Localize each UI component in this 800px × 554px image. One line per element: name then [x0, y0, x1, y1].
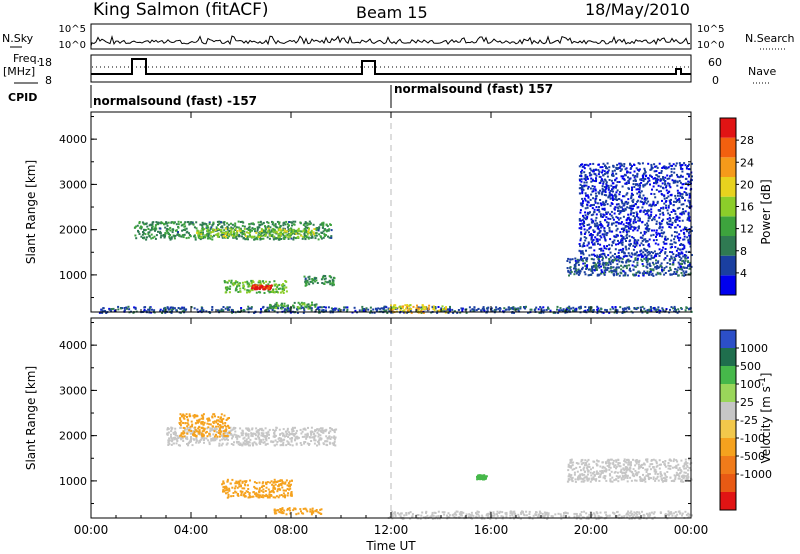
- power-colorbar-tick: 20: [740, 178, 754, 191]
- cpid-segment-1: normalsound (fast) -157: [93, 94, 257, 108]
- velocity-ylabel: Slant Range [km]: [24, 366, 38, 470]
- power-colorbar: 4 8 12 16 20 24 28: [719, 117, 754, 296]
- heatmap-region: [133, 220, 333, 241]
- y-tick-label: 3000: [59, 178, 87, 191]
- velocity-colorbar-tick: 1000: [740, 342, 768, 355]
- heatmap-region: [196, 227, 316, 239]
- nave-tick-high: 60: [708, 56, 722, 69]
- power-colorbar-segment: [720, 118, 736, 138]
- velocity-colorbar: 1000 500 100 25 -25 -100 -500 -1000: [719, 329, 772, 511]
- beam-title: Beam 15: [356, 3, 428, 22]
- power-colorbar-tick: 4: [740, 267, 747, 280]
- velocity-colorbar-tick: -500: [740, 450, 765, 463]
- velocity-panel: 1000 2000 3000 4000 00:00 04:00 08:00 12:00 16:…: [24, 112, 708, 553]
- power-colorbar-tick: 24: [740, 156, 754, 169]
- time-axis-label: Time UT: [365, 539, 416, 553]
- power-panel: 1000 2000 3000 4000 Slant Range [km]: [24, 111, 693, 314]
- velocity-colorbar-tick: 500: [740, 360, 761, 373]
- heatmap-region: [303, 274, 336, 287]
- power-colorbar-segment: [720, 137, 736, 158]
- freq-strip-frame: [90, 54, 692, 83]
- nsky-tick-high: 10^5: [59, 24, 86, 35]
- nsearch-label: N.Search: [745, 32, 795, 45]
- nave-label: Nave: [748, 65, 776, 78]
- heatmap-region: [251, 284, 273, 291]
- nsearch-tick-low: 10^0: [697, 40, 724, 51]
- y-tick-label: 2000: [59, 224, 87, 237]
- y-tick-label: 4000: [59, 339, 87, 352]
- power-colorbar-segment: [720, 275, 736, 295]
- velocity-colorbar-segment: [720, 330, 736, 348]
- heatmap-region: [178, 413, 231, 438]
- y-tick-label: 1000: [59, 269, 87, 282]
- freq-tick-high: 18: [38, 56, 52, 69]
- nsky-label: N.Sky: [2, 32, 34, 45]
- station-title: King Salmon (fitACF): [93, 0, 269, 20]
- velocity-colorbar-segment: [720, 492, 736, 510]
- heatmap-region: [221, 478, 293, 499]
- velocity-cells: [166, 413, 693, 520]
- freq-trace: [91, 58, 691, 75]
- nsky-tick-low: 10^0: [59, 40, 86, 51]
- x-tick-label: 00:00: [74, 523, 109, 537]
- power-colorbar-segment: [720, 177, 736, 197]
- velocity-colorbar-segment: [720, 348, 736, 366]
- heatmap-region: [566, 458, 693, 483]
- velocity-colorbar-segment: [720, 366, 736, 384]
- heatmap-region: [476, 474, 488, 481]
- power-colorbar-tick: 12: [740, 223, 754, 236]
- heatmap-region: [273, 507, 323, 516]
- power-colorbar-tick: 16: [740, 201, 754, 214]
- power-colorbar-label: Power [dB]: [759, 179, 773, 244]
- date-title: 18/May/2010: [585, 0, 690, 19]
- y-tick-label: 1000: [59, 475, 87, 488]
- power-colorbar-segment: [720, 157, 736, 177]
- x-tick-label: 12:00: [374, 523, 409, 537]
- freq-tick-low: 8: [45, 74, 52, 87]
- x-tick-label: 16:00: [474, 523, 509, 537]
- power-colorbar-segment: [720, 255, 736, 276]
- velocity-colorbar-tick: -25: [740, 414, 758, 427]
- y-tick-label: 4000: [59, 133, 87, 146]
- power-colorbar-segment: [720, 236, 736, 256]
- power-cells: [98, 162, 693, 314]
- power-colorbar-segment: [720, 196, 736, 217]
- velocity-colorbar-tick: -1000: [740, 468, 772, 481]
- power-colorbar-segment: [720, 216, 736, 236]
- heatmap-region: [578, 162, 693, 259]
- nsky-trace: [90, 34, 691, 47]
- heatmap-region: [269, 301, 318, 310]
- velocity-colorbar-segment: [720, 456, 736, 474]
- velocity-colorbar-segment: [720, 384, 736, 402]
- velocity-colorbar-label: Velocity [m s-1]: [758, 373, 773, 464]
- heatmap-region: [566, 257, 693, 277]
- freq-unit: [MHz]: [3, 65, 35, 78]
- x-tick-label: 20:00: [574, 523, 609, 537]
- velocity-colorbar-segment: [720, 402, 736, 420]
- y-tick-label: 2000: [59, 430, 87, 443]
- velocity-colorbar-segment: [720, 474, 736, 492]
- velocity-colorbar-segment: [720, 420, 736, 438]
- nsearch-tick-high: 10^5: [697, 24, 724, 35]
- velocity-colorbar-tick: 100: [740, 378, 761, 391]
- y-tick-label: 3000: [59, 384, 87, 397]
- power-colorbar-tick: 8: [740, 245, 747, 258]
- freq-label: Freq.: [13, 52, 40, 65]
- power-ylabel: Slant Range [km]: [24, 160, 38, 264]
- velocity-colorbar-tick: -100: [740, 432, 765, 445]
- velocity-colorbar-tick: 25: [740, 396, 754, 409]
- power-colorbar-tick: 28: [740, 134, 754, 147]
- x-tick-label: 08:00: [274, 523, 309, 537]
- nave-tick-low: 0: [712, 74, 719, 87]
- x-tick-label: 04:00: [174, 523, 209, 537]
- velocity-colorbar-segment: [720, 438, 736, 456]
- x-tick-label: 00:00: [674, 523, 709, 537]
- nsky-strip-frame: [90, 23, 692, 50]
- cpid-label: CPID: [8, 91, 37, 104]
- cpid-segment-2: normalsound (fast) 157: [394, 82, 553, 96]
